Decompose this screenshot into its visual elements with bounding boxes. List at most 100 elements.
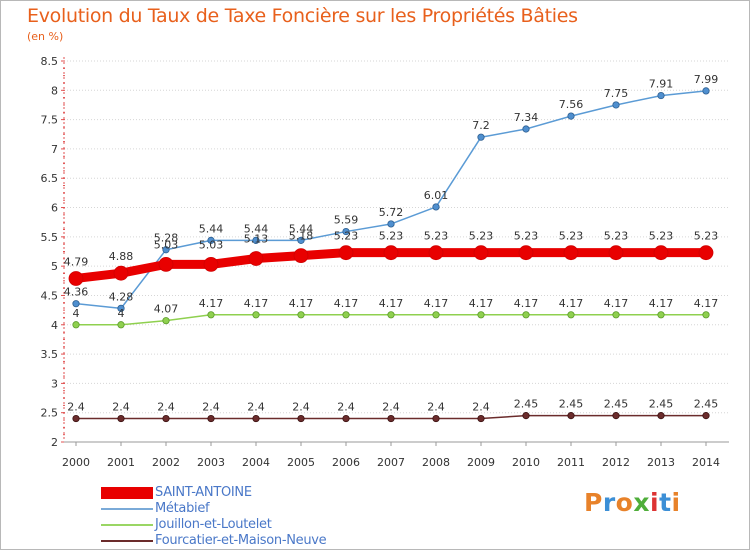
data-label: 5.23: [649, 230, 674, 243]
data-point: [293, 248, 309, 264]
data-label: 2.45: [604, 398, 629, 411]
data-point: [657, 91, 665, 100]
data-point: [162, 246, 170, 254]
y-tick-label: 7.5: [41, 114, 59, 127]
data-label: 2.45: [514, 398, 539, 411]
logo-letter: t: [659, 488, 672, 517]
data-point: [117, 321, 125, 329]
data-label: 4.17: [469, 297, 494, 310]
legend-swatch-fourcatier: [101, 540, 153, 542]
data-label: 4.17: [559, 297, 584, 310]
data-label: 2.4: [427, 401, 445, 414]
y-tick-label: 2.5: [41, 407, 59, 420]
data-label: 2.45: [694, 398, 719, 411]
data-label: 7.99: [694, 73, 719, 86]
data-label: 5.23: [559, 230, 584, 243]
data-point: [567, 412, 575, 420]
data-label: 4.17: [649, 297, 674, 310]
x-tick-label: 2008: [422, 456, 450, 469]
data-point: [653, 245, 669, 261]
data-label: 5.28: [154, 232, 179, 245]
data-label: 4.17: [514, 297, 539, 310]
data-point: [342, 227, 350, 236]
data-label: 6.01: [424, 189, 449, 202]
data-point: [473, 245, 489, 261]
data-label: 4.36: [64, 286, 89, 299]
data-point: [612, 412, 620, 420]
data-point: [428, 245, 444, 261]
logo-letter: r: [602, 488, 616, 517]
data-label: 4.17: [334, 297, 359, 310]
data-label: 7.56: [559, 98, 584, 111]
data-point: [567, 112, 575, 120]
x-tick-label: 2004: [242, 456, 270, 469]
data-label: 4.17: [289, 297, 314, 310]
x-tick-label: 2006: [332, 456, 360, 469]
data-point: [612, 101, 620, 109]
data-point: [477, 133, 485, 141]
data-label: 5.72: [379, 206, 404, 219]
y-tick-label: 5.5: [41, 231, 59, 244]
data-label: 5.23: [334, 230, 359, 243]
logo-letter: i: [671, 488, 681, 517]
x-tick-label: 2002: [152, 456, 180, 469]
x-tick-label: 2009: [467, 456, 495, 469]
data-label: 7.2: [472, 119, 490, 132]
data-point: [608, 245, 624, 261]
legend-swatch-metabief: [101, 508, 153, 510]
y-tick-label: 5: [51, 260, 58, 273]
data-point: [72, 414, 80, 423]
data-label: 4.17: [694, 297, 719, 310]
data-point: [207, 414, 215, 423]
data-label: 4.88: [109, 250, 134, 263]
data-label: 5.59: [334, 214, 359, 227]
data-label: 2.4: [112, 401, 130, 414]
data-label: 5.44: [244, 222, 269, 235]
data-label: 4.79: [64, 255, 89, 268]
series-line-1: [75, 90, 707, 310]
data-point: [162, 317, 170, 325]
data-label: 4.07: [154, 303, 179, 316]
data-label: 5.23: [514, 230, 539, 243]
data-label: 2.4: [337, 401, 355, 414]
data-label: 4.17: [424, 297, 449, 310]
chart-title: Evolution du Taux de Taxe Foncière sur l…: [27, 5, 578, 27]
x-tick-label: 2011: [557, 456, 585, 469]
data-label: 4: [118, 307, 125, 320]
data-label: 2.4: [382, 401, 400, 414]
data-label: 7.91: [649, 78, 674, 91]
data-label: 5.03: [154, 238, 179, 251]
data-point: [522, 125, 530, 133]
data-point: [387, 414, 395, 423]
data-point: [72, 300, 80, 308]
data-point: [117, 304, 125, 312]
logo-letter: x: [633, 488, 650, 517]
data-point: [297, 311, 305, 319]
y-tick-label: 2: [51, 436, 58, 449]
data-point: [702, 412, 710, 420]
data-point: [207, 236, 215, 244]
data-point: [342, 414, 350, 423]
data-label: 7.75: [604, 87, 629, 100]
y-tick-label: 4.5: [41, 289, 59, 302]
data-label: 5.23: [424, 230, 449, 243]
data-point: [252, 236, 260, 244]
y-tick-label: 6: [51, 202, 58, 215]
data-point: [563, 245, 579, 261]
data-point: [522, 412, 530, 420]
data-label: 2.45: [649, 398, 674, 411]
data-point: [158, 256, 174, 272]
data-point: [612, 311, 620, 319]
data-label: 5.13: [244, 233, 269, 246]
x-tick-label: 2010: [512, 456, 540, 469]
data-label: 2.4: [472, 401, 490, 414]
data-label: 5.23: [379, 230, 404, 243]
y-tick-label: 3: [51, 377, 58, 390]
data-point: [162, 414, 170, 423]
legend-label-saint-antoine: SAINT-ANTOINE: [155, 485, 252, 500]
y-tick-label: 6.5: [41, 172, 59, 185]
data-point: [248, 251, 264, 266]
data-point: [252, 414, 260, 423]
